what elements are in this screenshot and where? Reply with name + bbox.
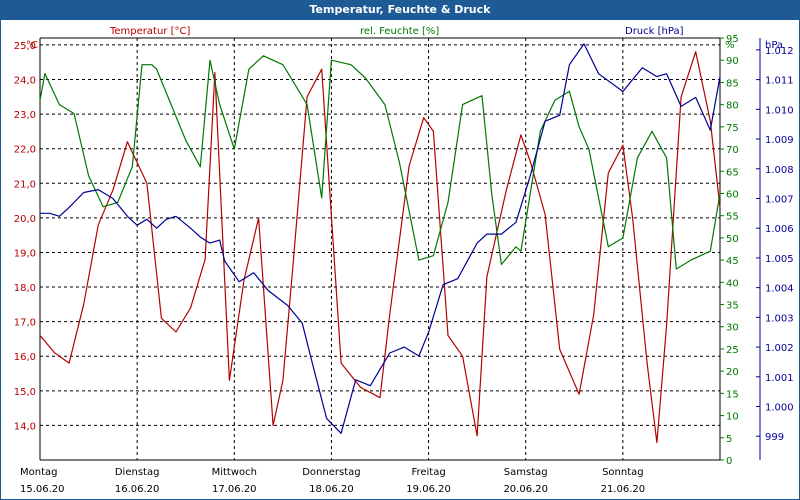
pressure-tick-label: 1.004 <box>765 284 794 295</box>
pressure-tick-label: 1.001 <box>765 373 794 384</box>
x-tick-date: 15.06.20 <box>20 484 65 495</box>
chart-title: Temperatur, Feuchte & Druck <box>0 0 800 20</box>
temp-tick-label: 15,0 <box>14 387 36 398</box>
x-tick-date: 17.06.20 <box>212 484 257 495</box>
x-tick-day: Dienstag <box>115 467 160 478</box>
temp-tick-label: 20,0 <box>14 214 36 225</box>
humidity-tick-label: 55 <box>726 212 739 223</box>
pressure-tick-label: 1.010 <box>765 105 794 116</box>
humidity-tick-label: 80 <box>726 101 739 112</box>
axis-ticks: 25,0 24,0 23,0 22,0 21,0 20,0 19,0 18,0 17,0 16,0… <box>14 34 794 495</box>
temp-tick-label: 25,0 <box>14 41 36 52</box>
pressure-tick-label: 1.000 <box>765 403 794 414</box>
humidity-tick-label: 0 <box>726 456 732 467</box>
humidity-tick-label: 75 <box>726 123 739 134</box>
humidity-tick-label: 5 <box>726 434 732 445</box>
grid <box>40 38 720 460</box>
x-tick-date: 19.06.20 <box>406 484 451 495</box>
humidity-tick-label: 50 <box>726 234 739 245</box>
humidity-tick-label: 20 <box>726 367 739 378</box>
humidity-tick-label: 65 <box>726 167 739 178</box>
pressure-tick-label: 999 <box>765 432 784 443</box>
humidity-tick-label: 40 <box>726 278 739 289</box>
humidity-tick-label: 45 <box>726 256 739 267</box>
pressure-tick-label: 1.009 <box>765 135 794 146</box>
x-tick-day: Mittwoch <box>212 467 257 478</box>
legend-pressure: Druck [hPa] <box>625 26 684 37</box>
pressure-tick-label: 1.007 <box>765 194 794 205</box>
humidity-line <box>39 55 721 270</box>
pressure-tick-label: 1.006 <box>765 224 794 235</box>
temp-tick-label: 19,0 <box>14 248 36 259</box>
temp-tick-label: 18,0 <box>14 283 36 294</box>
pressure-tick-label: 1.012 <box>765 46 794 57</box>
series-lines <box>39 43 721 444</box>
x-tick-day: Sonntag <box>602 467 644 478</box>
pressure-tick-label: 1.011 <box>765 76 794 87</box>
humidity-tick-label: 30 <box>726 323 739 334</box>
x-tick-date: 16.06.20 <box>115 484 160 495</box>
temp-tick-label: 23,0 <box>14 110 36 121</box>
temperature-line <box>39 51 721 444</box>
humidity-tick-label: 70 <box>726 145 739 156</box>
temp-axis-unit: °C <box>26 40 38 51</box>
pressure-tick-label: 1.003 <box>765 313 794 324</box>
x-tick-date: 20.06.20 <box>503 484 548 495</box>
x-tick-date: 18.06.20 <box>309 484 354 495</box>
x-tick-day: Freitag <box>411 467 445 478</box>
legend-humidity: rel. Feuchte [%] <box>360 26 439 37</box>
pressure-line <box>40 43 721 434</box>
humidity-tick-label: 15 <box>726 389 739 400</box>
humidity-tick-label: 95 <box>726 34 739 45</box>
x-tick-day: Samstag <box>504 467 548 478</box>
pressure-tick-label: 1.005 <box>765 254 794 265</box>
legend-temperature: Temperatur [°C] <box>109 26 190 37</box>
temp-tick-label: 24,0 <box>14 76 36 87</box>
humidity-tick-label: 60 <box>726 189 739 200</box>
x-tick-date: 21.06.20 <box>601 484 646 495</box>
temp-tick-label: 17,0 <box>14 318 36 329</box>
pressure-tick-label: 1.008 <box>765 165 794 176</box>
x-tick-day: Montag <box>20 467 57 478</box>
plot-background <box>40 38 720 460</box>
temp-tick-label: 22,0 <box>14 145 36 156</box>
humidity-tick-label: 90 <box>726 56 739 67</box>
pressure-axis-unit: hPa <box>765 40 783 51</box>
humidity-tick-label: 10 <box>726 412 739 423</box>
temp-tick-label: 14,0 <box>14 421 36 432</box>
humidity-tick-label: 25 <box>726 345 739 356</box>
humidity-tick-label: 85 <box>726 78 739 89</box>
temp-tick-label: 21,0 <box>14 179 36 190</box>
x-tick-day: Donnerstag <box>302 467 360 478</box>
pressure-tick-label: 1.002 <box>765 343 794 354</box>
humidity-tick-label: 35 <box>726 301 739 312</box>
temp-tick-label: 16,0 <box>14 352 36 363</box>
humidity-axis-unit: % <box>725 40 735 51</box>
